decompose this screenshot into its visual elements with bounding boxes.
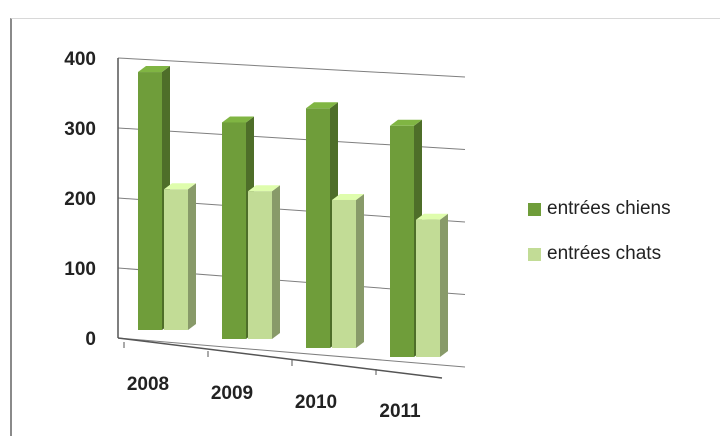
x-tick-label-2009: 2009 (211, 383, 253, 404)
bar-cats-2011 (416, 213, 448, 357)
y-tick-label: 200 (64, 189, 96, 210)
legend: entrées chiens entrées chats (528, 198, 671, 288)
bar-cats-2008 (164, 183, 196, 330)
y-tick-label: 300 (64, 119, 96, 140)
x-axis-line (117, 337, 443, 379)
grid-line (117, 57, 466, 78)
grid-line (117, 337, 466, 368)
chart-frame (10, 18, 720, 436)
x-tick-label-2010: 2010 (295, 392, 337, 413)
axis-labels: 0 100 200 300 400 2008 2009 2010 2011 (64, 49, 421, 422)
axes (117, 58, 443, 379)
legend-swatch-dogs (528, 202, 541, 216)
bar-cats-2009 (248, 185, 280, 339)
y-tick-label: 0 (85, 329, 96, 350)
legend-item-dogs: entrées chiens (528, 198, 671, 220)
legend-label-dogs: entrées chiens (547, 198, 671, 219)
legend-swatch-cats (528, 247, 541, 261)
x-tick-label-2011: 2011 (379, 401, 421, 422)
legend-label-cats: entrées chats (547, 243, 662, 264)
legend-item-cats: entrées chats (528, 243, 671, 265)
y-tick-label: 400 (64, 49, 96, 70)
x-tick-label-2008: 2008 (127, 374, 169, 395)
y-tick-label: 100 (64, 259, 96, 280)
bars (138, 66, 448, 357)
bar-cats-2010 (332, 193, 364, 348)
